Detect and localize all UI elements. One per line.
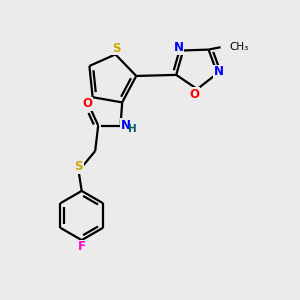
- Text: O: O: [82, 97, 92, 110]
- Text: O: O: [190, 88, 200, 101]
- Text: F: F: [78, 240, 86, 253]
- Text: N: N: [174, 41, 184, 54]
- Text: CH₃: CH₃: [229, 42, 248, 52]
- Text: S: S: [112, 42, 121, 55]
- Text: S: S: [74, 160, 83, 173]
- Text: H: H: [128, 124, 136, 134]
- Text: N: N: [214, 65, 224, 79]
- Text: N: N: [121, 119, 131, 132]
